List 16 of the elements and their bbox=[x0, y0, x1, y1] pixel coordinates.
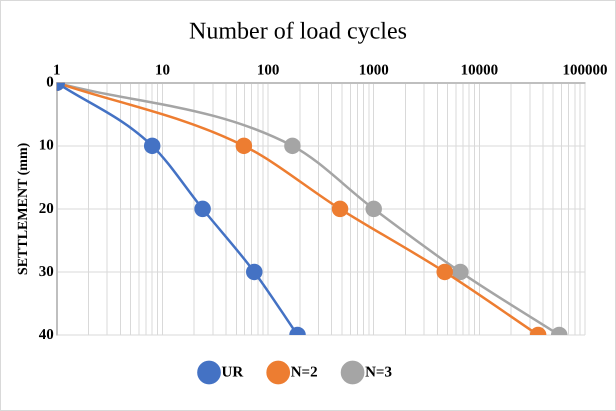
x-tick-label: 100000 bbox=[562, 62, 608, 79]
chart-title: Number of load cycles bbox=[189, 18, 407, 45]
x-tick-label: 10000 bbox=[460, 62, 498, 79]
x-tick-label: 100 bbox=[256, 62, 280, 79]
y-tick-label: 30 bbox=[38, 264, 54, 280]
legend-label: N=3 bbox=[365, 364, 392, 380]
x-tick-label: 1 bbox=[53, 62, 61, 79]
x-tick-label: 1000 bbox=[358, 62, 389, 79]
x-tick-label: 10 bbox=[154, 62, 170, 79]
y-tick-label: 0 bbox=[46, 74, 54, 91]
legend-label: N=2 bbox=[290, 364, 318, 380]
y-tick-label: 10 bbox=[38, 138, 54, 154]
y-tick-label: 40 bbox=[38, 326, 54, 343]
y-axis-title: SETTLEMENT (mm) bbox=[16, 142, 32, 276]
legend-label: UR bbox=[222, 364, 244, 380]
y-tick-label: 20 bbox=[38, 200, 54, 217]
